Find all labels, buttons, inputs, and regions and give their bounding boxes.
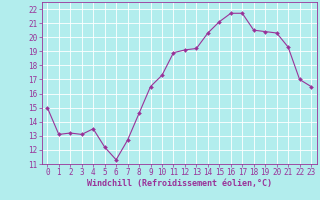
X-axis label: Windchill (Refroidissement éolien,°C): Windchill (Refroidissement éolien,°C) [87, 179, 272, 188]
